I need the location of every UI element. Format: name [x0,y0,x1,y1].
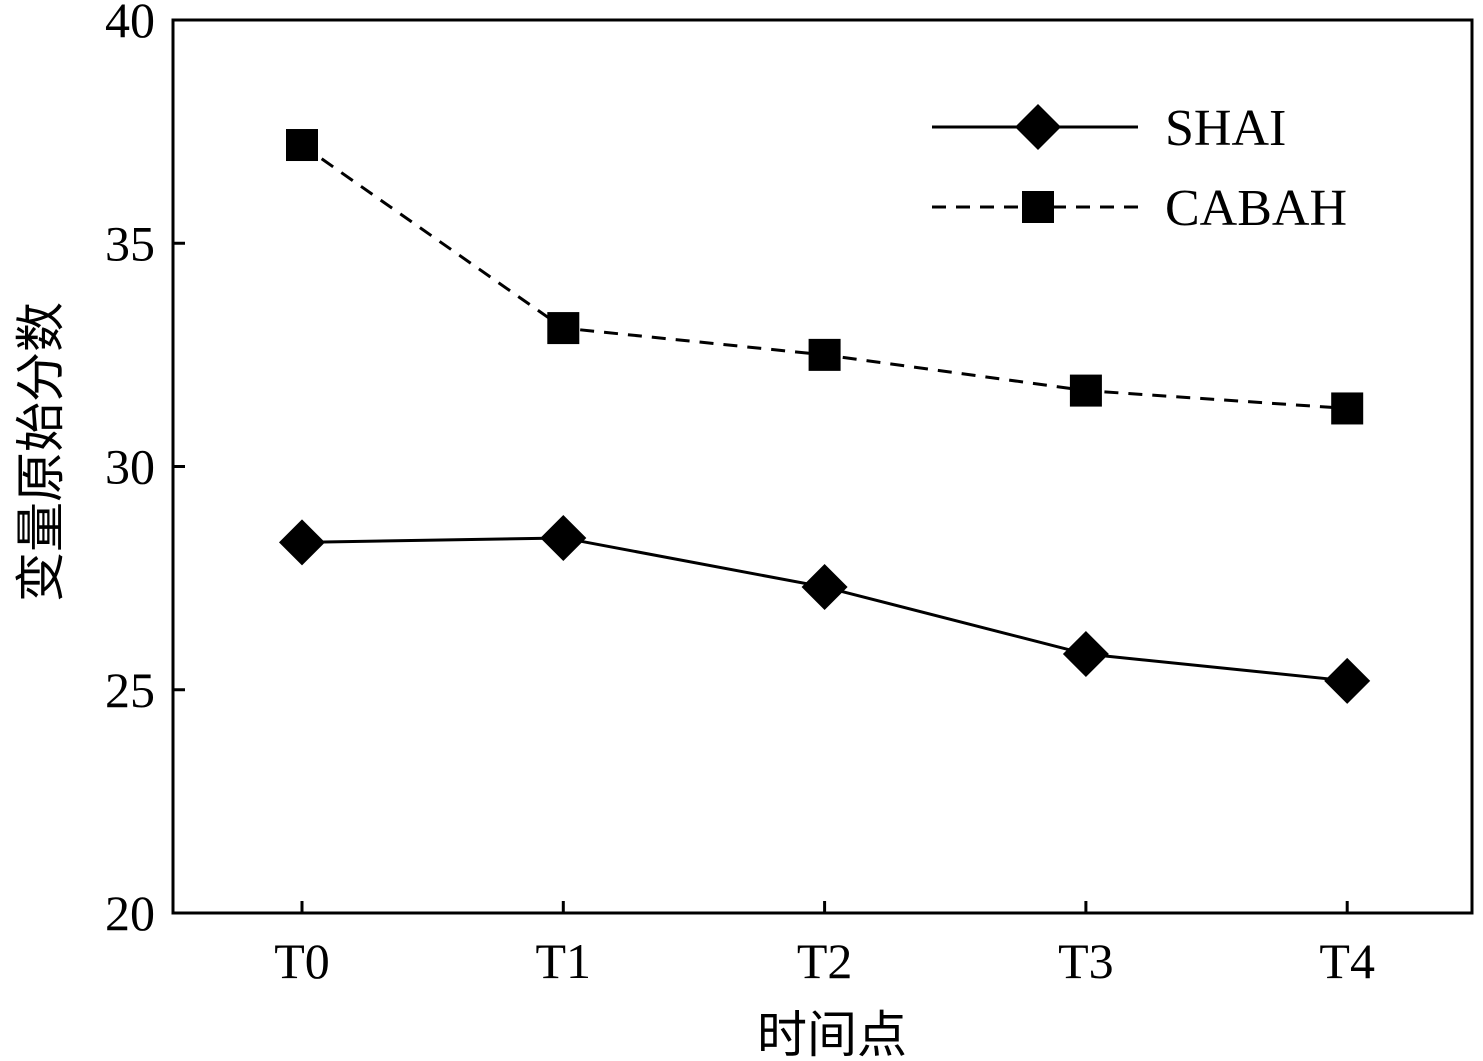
data-point-shai [801,564,848,611]
y-tick-label: 30 [105,439,155,495]
x-axis-label: 时间点 [757,1007,907,1061]
x-tick-label: T1 [536,933,592,989]
data-point-shai [1062,631,1109,678]
data-point-cabah [808,338,841,371]
data-point-cabah [286,129,318,162]
axes: 20 25 30 35 40 T0 T1 T2 T3 T4 [105,0,1474,989]
y-tick-label: 20 [105,885,155,941]
data-point-cabah [547,312,580,345]
data-point-shai [1324,657,1371,704]
legend-marker-cabah [1022,191,1054,223]
legend-marker-shai [1015,104,1061,150]
y-tick-label: 40 [105,0,155,48]
x-tick-label: T2 [797,933,853,989]
series-shai [279,514,1371,704]
data-point-shai [279,519,325,566]
y-tick-label: 35 [105,215,155,271]
x-tick-label: T4 [1319,933,1375,989]
series-cabah [286,129,1364,425]
data-point-cabah [1331,392,1364,425]
legend-label-cabah: CABAH [1165,180,1347,237]
data-point-cabah [1069,374,1102,407]
x-tick-label: T0 [274,933,330,989]
series-layer [279,129,1371,704]
y-tick-label: 25 [105,662,155,718]
x-tick-label: T3 [1058,933,1114,989]
legend-label-shai: SHAI [1165,100,1286,157]
data-point-shai [540,514,587,561]
y-axis-label: 变量原始分数 [13,302,69,602]
legend: SHAI CABAH [932,100,1347,237]
